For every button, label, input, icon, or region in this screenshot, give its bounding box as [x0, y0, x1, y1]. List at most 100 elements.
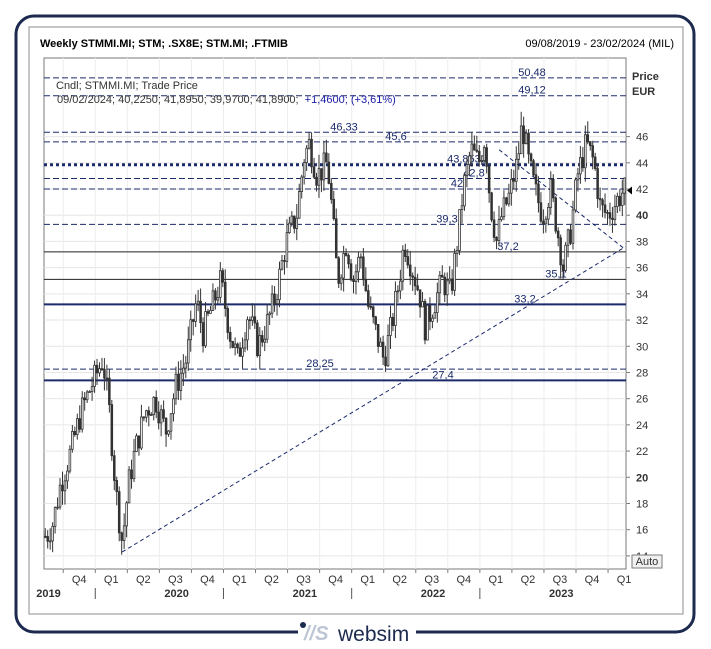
candle-body [527, 132, 530, 155]
candle-body [241, 347, 244, 357]
candle-body [305, 147, 308, 163]
candle-body [445, 280, 449, 296]
candle-body [386, 335, 390, 367]
candle-body [601, 199, 604, 206]
candle-body [117, 491, 121, 534]
candle-body [339, 277, 343, 284]
candle-body [270, 293, 274, 314]
time-axis: Q4 Q1 Q2 Q3 Q4 Q1 Q2 Q3 Q4 Q1 Q2 Q3 Q4 Q1 Q2 Q3 Q4 Q1 2019… [36, 569, 631, 600]
candle-body [337, 257, 340, 284]
candle-body [579, 157, 582, 175]
candle-body [487, 165, 491, 194]
candle-body [537, 183, 540, 204]
candle-body [586, 134, 590, 142]
candle-body [549, 178, 553, 208]
y-tick-label: 44 [636, 158, 648, 170]
level-label: 33,2 [514, 293, 535, 305]
quarter-label: Q2 [136, 574, 151, 586]
candle-body [505, 197, 508, 205]
candle-body [534, 174, 538, 185]
candle-body [66, 470, 69, 482]
candle-body [423, 301, 427, 341]
candle-body [554, 197, 557, 232]
candle-body [278, 268, 281, 301]
candle-body [478, 150, 481, 162]
candle-body [357, 256, 360, 273]
y-tick-label: 24 [636, 420, 648, 432]
y-tick-label: 34 [636, 289, 648, 301]
candle-body [211, 290, 215, 311]
candle-body [98, 368, 101, 374]
candle-body [406, 256, 410, 266]
candle-body [559, 237, 562, 266]
candle-body [349, 263, 353, 281]
candle-body [342, 253, 345, 279]
candle-body [448, 278, 451, 282]
candle-body [174, 373, 178, 400]
candle-body [162, 409, 165, 419]
candle-body [524, 132, 528, 145]
candle-body [122, 525, 126, 541]
y-tick-label: 32 [636, 315, 648, 327]
candle-body [194, 303, 197, 322]
candle-body [152, 396, 156, 415]
candle-body [310, 138, 313, 168]
candle-body [76, 418, 79, 436]
candle-body [362, 256, 365, 281]
y-tick-label: 30 [636, 341, 648, 353]
candle-body [359, 256, 363, 259]
chart-title: Weekly STMMI.MI; STM; .SX8E; STM.MI; .FT… [40, 38, 288, 50]
candle-body [273, 293, 276, 305]
candle-body [404, 249, 407, 257]
candle-body [482, 147, 486, 161]
candle-body [611, 217, 614, 220]
level-label: 39,3 [436, 213, 457, 225]
candle-body [512, 178, 516, 182]
candle-body [315, 176, 318, 186]
candle-body [243, 339, 247, 349]
date-range: 09/08/2019 - 23/02/2024 (MIL) [525, 38, 674, 50]
candle-body [214, 290, 217, 301]
candle-body [78, 418, 82, 430]
candle-body [561, 264, 565, 271]
candle-body [381, 341, 385, 358]
candle-body [312, 166, 316, 178]
candle-body [113, 455, 116, 481]
candle-body [233, 343, 237, 348]
auto-scale-button[interactable]: Auto [631, 554, 663, 569]
candle-body [219, 270, 222, 298]
candle-body [216, 296, 220, 301]
candle-body [450, 278, 454, 291]
y-tick-label: 26 [636, 394, 648, 406]
candle-body [48, 540, 52, 543]
quarter-label: Q4 [456, 574, 471, 586]
candle-body [443, 276, 447, 296]
candle-body [293, 215, 296, 229]
level-label: 42 [451, 178, 463, 190]
candle-body [302, 162, 306, 178]
candle-body [608, 212, 612, 219]
candle-body [164, 417, 168, 435]
year-label: 2023 [549, 588, 573, 600]
candle-body [564, 244, 567, 271]
candle-body [71, 431, 74, 450]
candle-body [189, 319, 192, 341]
candle-body [85, 391, 89, 401]
candle-body [519, 125, 523, 155]
candle-body [438, 274, 442, 294]
candle-body [480, 160, 483, 162]
candle-body [265, 314, 269, 340]
candle-body [283, 260, 286, 262]
candle-body [103, 368, 106, 379]
candle-body [492, 219, 496, 238]
y-tick-label: 40 [636, 210, 648, 222]
candle-body [623, 177, 627, 194]
candle-body [495, 236, 498, 241]
candle-body [322, 152, 326, 181]
candle-body [135, 435, 138, 452]
candle-body [125, 502, 128, 527]
quarter-label: Q4 [585, 574, 600, 586]
candle-body [191, 319, 195, 322]
candle-body [490, 192, 493, 221]
candle-body [458, 209, 461, 251]
